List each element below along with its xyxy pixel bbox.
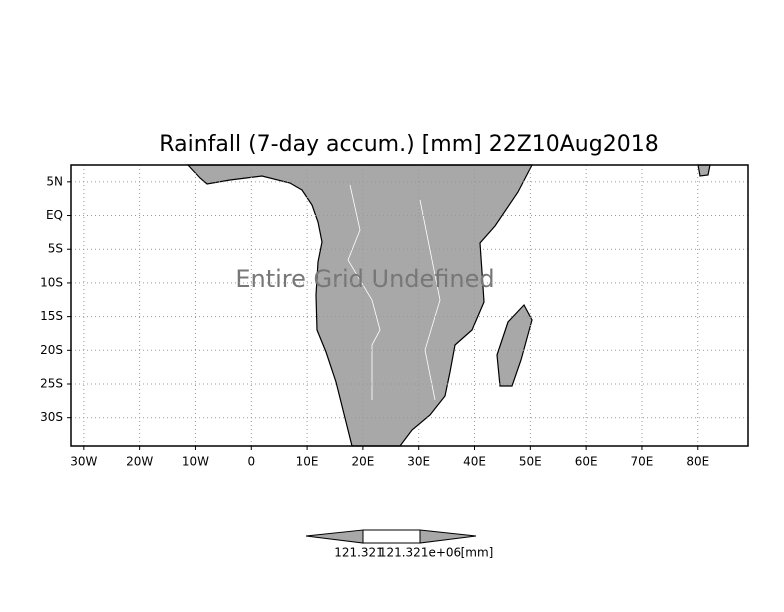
y-tick-label: 5N: [46, 174, 63, 188]
y-tick-label: EQ: [46, 208, 63, 222]
x-tick-label: 20W: [126, 455, 153, 469]
africa: [186, 164, 533, 447]
x-tick-label: 80E: [686, 455, 709, 469]
colorbar-label: 121.321e+06: [379, 546, 461, 560]
sri-lanka: [697, 164, 711, 177]
madagascar: [496, 303, 533, 387]
colorbar-box: [362, 529, 421, 544]
colorbar-label: 121.321: [334, 546, 384, 560]
colorbar: [305, 529, 477, 544]
map-title: Rainfall (7-day accum.) [mm] 22Z10Aug201…: [159, 132, 658, 157]
y-tick-label: 5S: [48, 242, 63, 256]
colorbar-label: [mm]: [461, 546, 494, 560]
land: [186, 164, 711, 447]
x-tick-label: 10E: [296, 455, 319, 469]
x-tick-label: 60E: [575, 455, 598, 469]
borders: [347, 184, 441, 401]
x-tick-label: 10W: [182, 455, 209, 469]
x-tick-label: 40E: [463, 455, 486, 469]
border: [419, 199, 441, 401]
y-tick-label: 20S: [40, 343, 63, 357]
y-tick-label: 25S: [40, 377, 63, 391]
x-tick-label: 30E: [407, 455, 430, 469]
y-tick-label: 30S: [40, 410, 63, 424]
undefined-note: Entire Grid Undefined: [235, 265, 494, 293]
y-tick-label: 15S: [40, 309, 63, 323]
x-tick-label: 30W: [70, 455, 97, 469]
x-tick-label: 70E: [631, 455, 654, 469]
x-tick-label: 20E: [351, 455, 374, 469]
x-tick-label: 50E: [519, 455, 542, 469]
x-tick-label: 0: [247, 455, 255, 469]
border: [347, 184, 381, 400]
y-tick-label: 10S: [40, 275, 63, 289]
colorbar-right: [419, 529, 477, 544]
frame: [70, 164, 749, 447]
colorbar-left: [305, 529, 364, 544]
